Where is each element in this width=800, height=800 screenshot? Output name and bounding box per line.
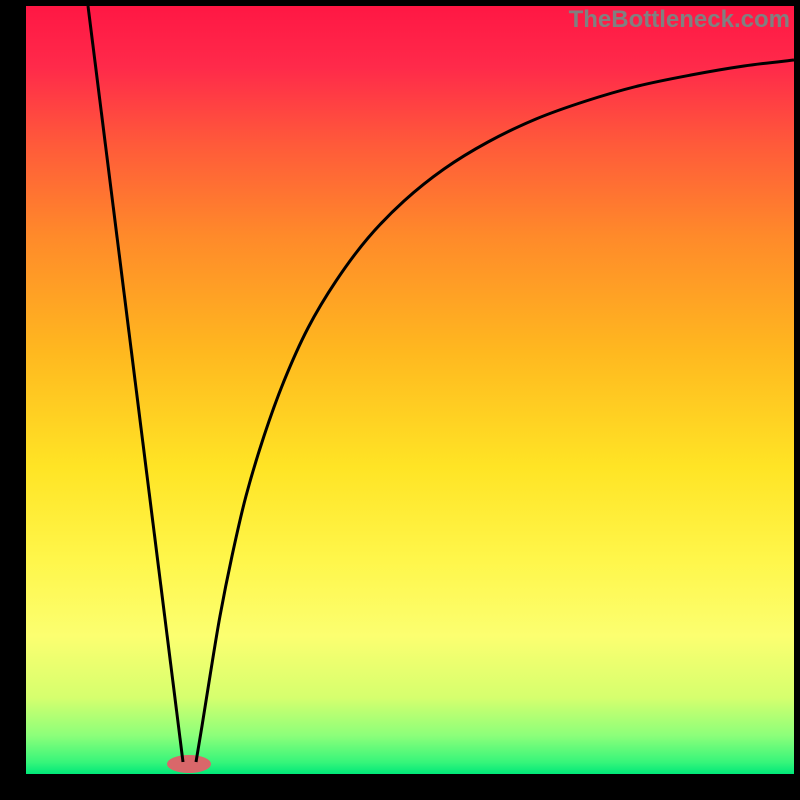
chart-container: TheBottleneck.com [0,0,800,800]
left-line [88,6,183,762]
curves-layer [26,6,794,774]
plot-area [26,6,794,774]
watermark-text: TheBottleneck.com [569,6,790,34]
bottleneck-marker [167,755,211,773]
right-curve [196,60,794,762]
